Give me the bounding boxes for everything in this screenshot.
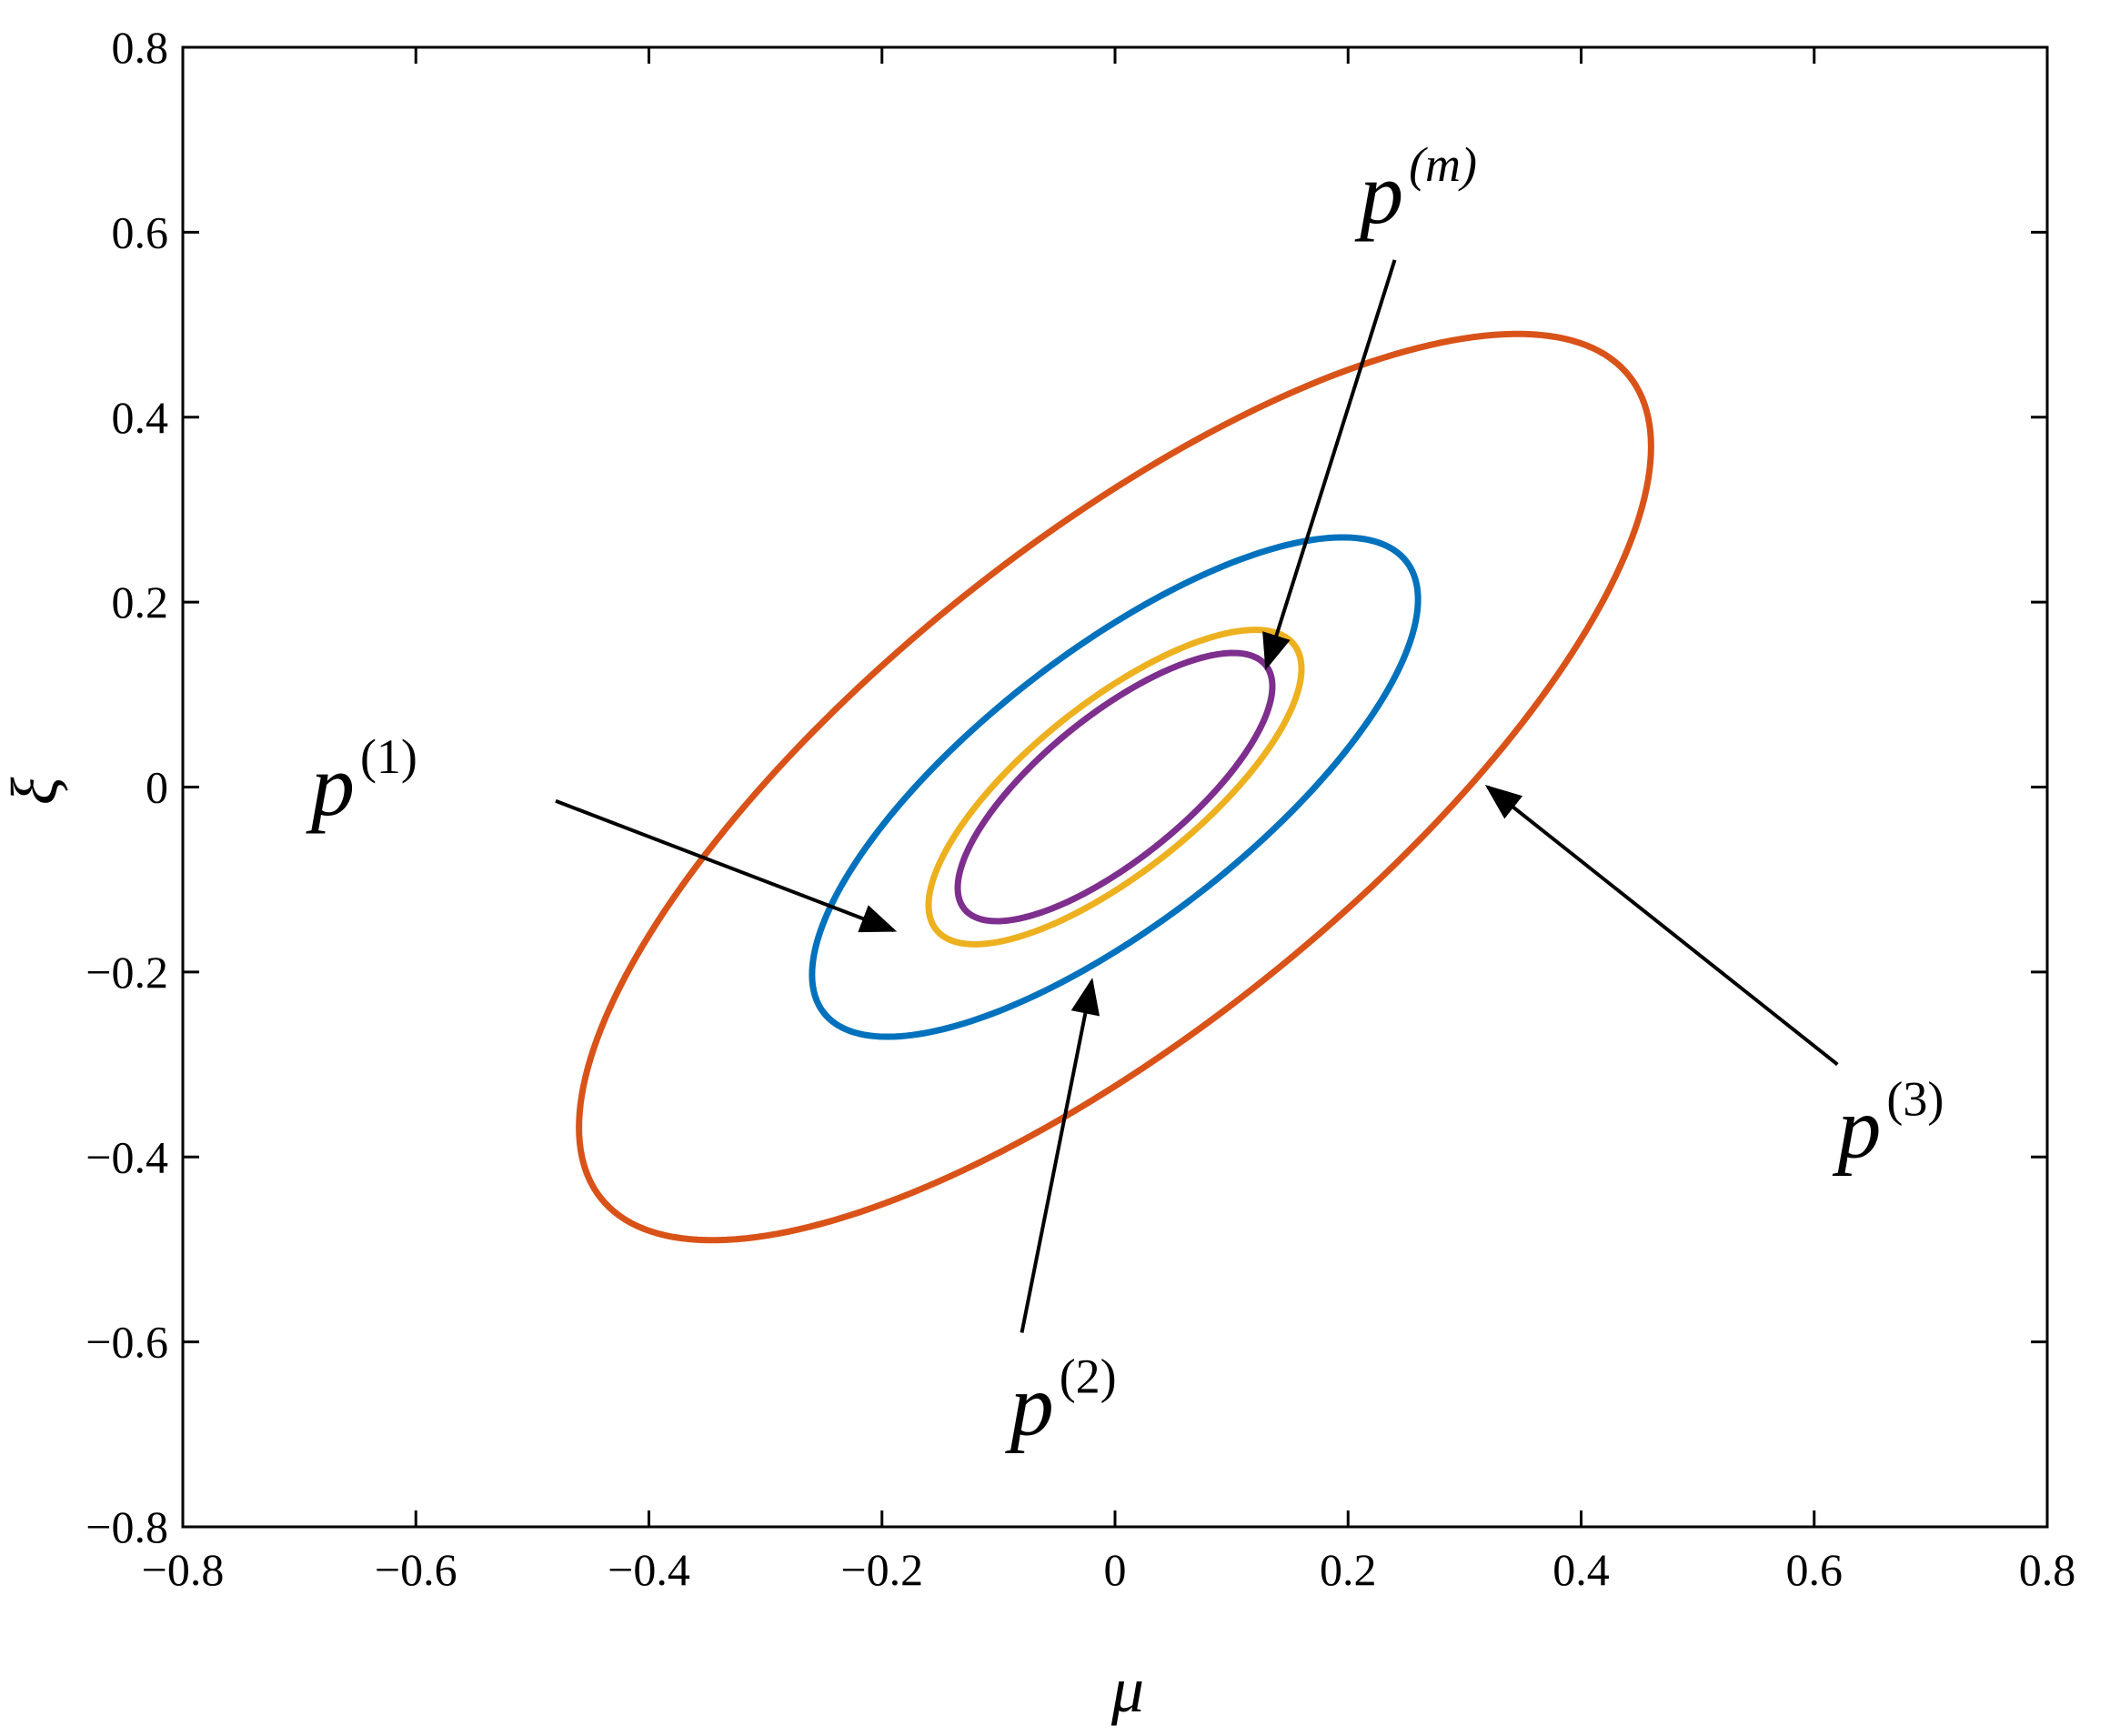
y-tick-label: 0.8 bbox=[112, 22, 169, 73]
y-tick-label: −0.8 bbox=[85, 1501, 168, 1552]
annotation-arrow-2 bbox=[1484, 785, 1839, 1067]
x-tick-label: −0.8 bbox=[142, 1544, 225, 1595]
x-tick-label: 0.8 bbox=[2019, 1544, 2076, 1595]
annotation-arrow-0 bbox=[1262, 259, 1397, 671]
x-tick-label: 0.6 bbox=[1786, 1544, 1844, 1595]
annotation-layer: p (m) p (1) p (3) p (2) bbox=[306, 137, 1944, 1453]
series-ellipse-1 bbox=[809, 534, 1422, 1040]
axes-box bbox=[181, 45, 2049, 1529]
annotation-label-0: p (m) bbox=[1354, 137, 1477, 242]
plot-area bbox=[183, 47, 2047, 1527]
x-tick-label: 0.4 bbox=[1552, 1544, 1610, 1595]
annotation-label-1: p (1) bbox=[306, 729, 417, 834]
x-axis-title: μ bbox=[1110, 1653, 1144, 1726]
y-tick-label: −0.2 bbox=[85, 947, 168, 998]
y-tick-label: 0 bbox=[146, 762, 168, 813]
x-tick-label: 0 bbox=[1104, 1544, 1127, 1595]
y-tick-label: −0.4 bbox=[85, 1131, 168, 1182]
y-tick-label: −0.6 bbox=[85, 1317, 168, 1368]
annotation-arrow-1 bbox=[555, 798, 898, 933]
annotation-label-3: p (2) bbox=[1005, 1349, 1117, 1453]
series-layer bbox=[576, 330, 1654, 1244]
series-ellipse-3 bbox=[954, 649, 1276, 925]
annotation-label-2: p (3) bbox=[1832, 1071, 1944, 1176]
x-tick-label: 0.2 bbox=[1320, 1544, 1377, 1595]
x-tick-label: −0.6 bbox=[375, 1544, 457, 1595]
y-tick-label: 0.2 bbox=[112, 577, 169, 627]
x-tick-label: −0.4 bbox=[608, 1544, 690, 1595]
ticks-layer: −0.8 −0.6 −0.4 −0.2 0 0.2 0.4 0.6 0.8 −0.8 −0.6 −0.… bbox=[85, 22, 2075, 1595]
series-ellipse-0 bbox=[576, 330, 1654, 1244]
y-tick-label: 0.6 bbox=[112, 206, 169, 257]
y-axis-title: ξ bbox=[0, 777, 71, 805]
x-tick-label: −0.2 bbox=[840, 1544, 923, 1595]
annotation-arrow-3 bbox=[1020, 978, 1100, 1333]
series-ellipse-2 bbox=[925, 627, 1305, 948]
y-tick-label: 0.4 bbox=[112, 392, 169, 443]
